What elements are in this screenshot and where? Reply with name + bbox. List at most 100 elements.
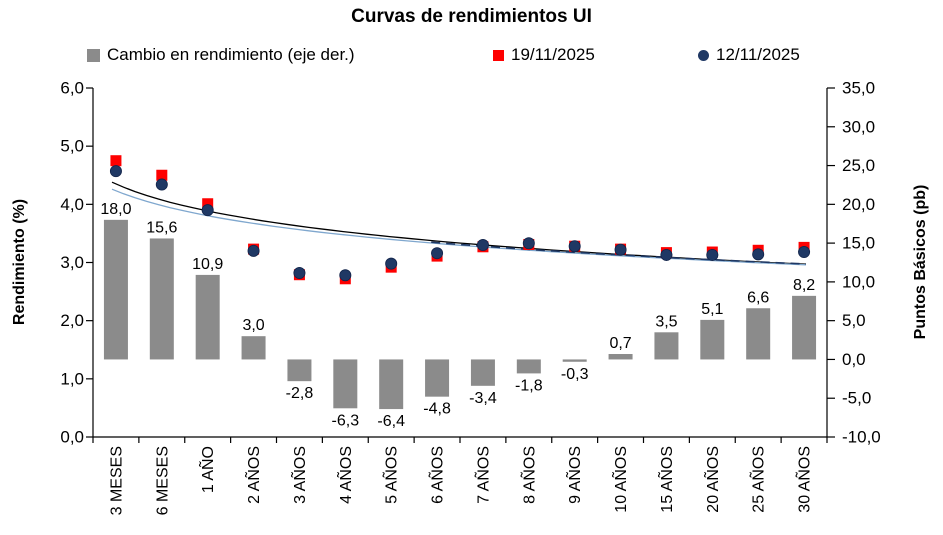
right-axis-title: Puntos Básicos (pb): [912, 184, 929, 340]
x-category-label: 30 AÑOS: [794, 446, 814, 513]
x-category-label: 4 AÑOS: [335, 446, 355, 504]
right-axis-tick-label: 25,0: [842, 156, 875, 175]
right-axis-tick-label: -10,0: [842, 428, 881, 447]
scatter-point-12-11: [339, 269, 352, 282]
x-category-label: 15 AÑOS: [656, 446, 676, 513]
left-axis-tick-label: 1,0: [60, 369, 84, 388]
scatter-point-12-11: [614, 243, 627, 256]
scatter-point-12-11: [660, 248, 673, 261]
right-axis-tick-label: 35,0: [842, 79, 875, 98]
legend-label-19-11: 19/11/2025: [511, 45, 595, 64]
bar-data-label: -6,3: [332, 412, 360, 429]
legend-label-12-11: 12/11/2025: [716, 45, 800, 64]
left-axis-title: Rendimiento (%): [11, 198, 28, 326]
left-axis-tick-label: 0,0: [60, 428, 84, 447]
trend-19-11-2025: [111, 181, 807, 265]
x-category-label: 6 MESES: [154, 446, 171, 515]
bar-data-label: -1,8: [515, 377, 543, 394]
right-axis-tick-label: 30,0: [842, 117, 875, 136]
left-axis-tick-label: 3,0: [60, 253, 84, 272]
x-category-label: 2 AÑOS: [243, 446, 263, 504]
bar: [333, 359, 358, 409]
bar-data-label: 5,1: [701, 301, 723, 318]
bar: [516, 359, 541, 374]
bar: [792, 295, 817, 360]
left-axis-tick-label: 6,0: [60, 79, 84, 98]
x-category-label: 3 AÑOS: [289, 446, 309, 504]
x-category-label: 9 AÑOS: [564, 446, 584, 504]
bar: [562, 359, 587, 362]
bar: [700, 319, 725, 360]
bar: [195, 274, 220, 360]
blue-circle-legend-icon: [698, 49, 709, 61]
bar-data-label: 0,7: [609, 335, 631, 352]
bar: [608, 354, 633, 360]
scatter-point-12-11: [155, 178, 168, 191]
bar-data-label: -4,8: [423, 401, 451, 418]
scatter-point-12-11: [752, 248, 765, 261]
bar: [379, 359, 404, 410]
legend-item-12-11[interactable]: 12/11/2025: [698, 45, 800, 65]
scatter-point-19-11: [156, 169, 168, 181]
bar: [425, 359, 450, 397]
red-square-legend-icon: [493, 49, 504, 61]
scatter-point-12-11: [293, 266, 306, 279]
scatter-point-12-11: [431, 247, 444, 260]
bar-data-label: -2,8: [286, 385, 314, 402]
chart-title: Curvas de rendimientos UI: [351, 6, 592, 27]
scatter-point-12-11: [476, 239, 489, 252]
x-category-label: 3 MESES: [108, 446, 125, 515]
right-axis-tick-label: 20,0: [842, 195, 875, 214]
scatter-point-12-11: [798, 246, 811, 259]
trend-12-11-2025: [111, 188, 807, 266]
legend-label-bar: Cambio en rendimiento (eje der.): [107, 45, 355, 64]
right-axis-tick-label: 5,0: [842, 311, 866, 330]
bar: [103, 219, 128, 360]
x-category-label: 6 AÑOS: [427, 446, 447, 504]
right-axis-tick-label: 10,0: [842, 272, 875, 291]
scatter-point-12-11: [568, 240, 581, 253]
scatter-point-12-11: [522, 237, 535, 250]
bar-data-label: 15,6: [146, 219, 177, 236]
x-category-label: 1 AÑO: [197, 446, 217, 493]
x-category-label: 8 AÑOS: [518, 446, 538, 504]
right-axis-tick-label: -5,0: [842, 389, 871, 408]
bar: [149, 238, 174, 360]
right-axis-tick-label: 0,0: [842, 350, 866, 369]
x-category-label: 20 AÑOS: [702, 446, 722, 513]
bar: [470, 359, 495, 386]
x-category-label: 25 AÑOS: [748, 446, 768, 513]
left-axis-tick-label: 5,0: [60, 137, 84, 156]
bar-data-label: -3,4: [469, 390, 497, 407]
scatter-point-12-11: [109, 165, 122, 178]
bar-data-label: -0,3: [561, 366, 589, 383]
bar: [746, 308, 771, 360]
bar-data-label: 6,6: [747, 289, 769, 306]
scatter-point-12-11: [247, 244, 260, 257]
left-axis-tick-label: 2,0: [60, 311, 84, 330]
bar: [654, 332, 679, 360]
bar-data-label: 8,2: [793, 277, 815, 294]
bar-data-label: -6,4: [377, 413, 405, 430]
bar-legend-swatch-icon: [87, 48, 100, 62]
scatter-point-12-11: [201, 204, 214, 217]
x-category-label: 7 AÑOS: [472, 446, 492, 504]
x-category-label: 10 AÑOS: [610, 446, 630, 513]
scatter-point-19-11: [202, 198, 214, 210]
right-axis-tick-label: 15,0: [842, 234, 875, 253]
bar: [241, 336, 266, 360]
bar-data-label: 3,0: [242, 317, 264, 334]
bar-data-label: 18,0: [100, 201, 131, 218]
bar-data-label: 10,9: [192, 256, 223, 273]
x-category-label: 5 AÑOS: [381, 446, 401, 504]
legend-item-19-11[interactable]: 19/11/2025: [493, 45, 595, 65]
scatter-point-12-11: [385, 257, 398, 270]
scatter-point-12-11: [706, 248, 719, 261]
scatter-point-19-11: [110, 155, 122, 167]
legend-item-bar[interactable]: Cambio en rendimiento (eje der.): [87, 45, 355, 65]
left-axis-tick-label: 4,0: [60, 195, 84, 214]
bar: [287, 359, 312, 382]
bar-data-label: 3,5: [655, 313, 677, 330]
